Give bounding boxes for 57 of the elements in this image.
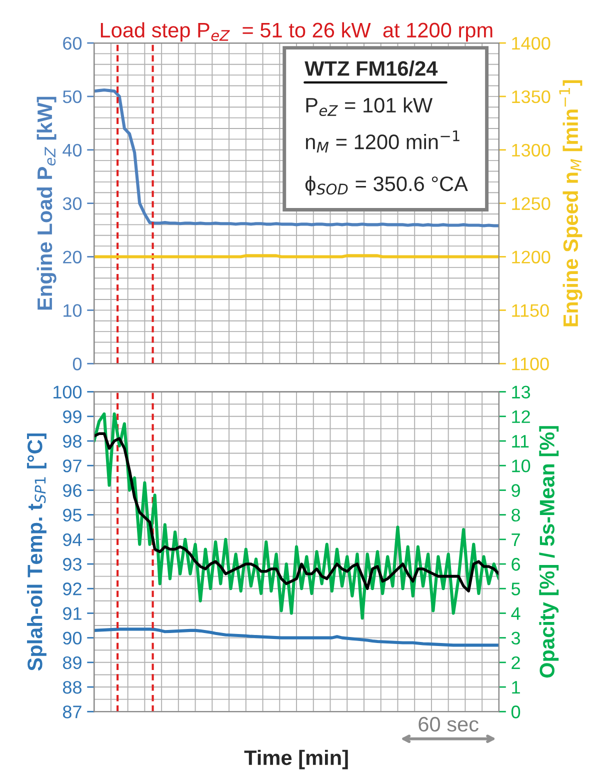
y2-tick-label: 10	[512, 460, 530, 472]
y2-tick-label: 5	[511, 582, 520, 596]
line-series	[94, 628, 499, 647]
y2-tick-label: 1150	[512, 304, 549, 317]
y2-tick-label: 1300	[512, 144, 550, 157]
y-tick-label: 98	[63, 434, 82, 448]
line-series	[94, 88, 499, 228]
y-tick-label: 91	[63, 607, 82, 620]
y-axis-title: Engine Load P$_{eZ}$ [kW]	[36, 96, 56, 310]
y2-axis-title: Opacity [%] / 5s-Mean [%]	[539, 426, 559, 678]
y-tick-label: 40	[62, 144, 82, 157]
annotation: WTZ FM16/24	[304, 60, 438, 76]
y2-tick-label: 8	[512, 508, 520, 522]
y2-tick-label: 3	[511, 632, 520, 645]
y-tick-label: 10	[64, 304, 82, 317]
y-tick-label: 99	[63, 410, 82, 424]
y-tick-label: 60	[63, 36, 82, 50]
y-tick-label: 20	[63, 250, 82, 264]
y-tick-label: 95	[63, 508, 82, 522]
y2-tick-label: 2	[512, 656, 520, 669]
y-tick-label: 0	[72, 358, 82, 370]
chart-title: Load step P$_{eZ}$ = 51 to 26 kW at 1200 rpm	[100, 22, 492, 42]
text: 60 sec	[418, 716, 478, 732]
y2-tick-label: 1100	[512, 358, 549, 370]
y2-tick-label: 0	[511, 706, 520, 718]
y-tick-label: 89	[62, 656, 82, 670]
y-tick-label: 100	[54, 386, 82, 398]
y2-tick-label: 7	[512, 534, 520, 546]
y-tick-label: 90	[63, 632, 82, 645]
annotation: n$_{M}$ = 1200 min$^{−1}$	[306, 130, 460, 152]
annotation: P$_{eZ}$ = 101 kW	[306, 97, 433, 116]
line-series	[94, 412, 499, 620]
y2-tick-label: 13	[512, 386, 530, 398]
line-series	[94, 432, 499, 592]
y-tick-label: 50	[62, 90, 82, 104]
y-tick-label: 94	[63, 533, 82, 546]
y2-tick-label: 9	[512, 484, 520, 497]
y2-tick-label: 1250	[512, 197, 550, 210]
annotation: ϕ$_{SOD}$ = 350.6 °CA	[305, 176, 468, 196]
y-tick-label: 88	[62, 680, 82, 694]
y2-axis-title: Engine Speed n$_{M}$ [min$^{−1}$]	[559, 80, 582, 326]
y-tick-label: 87	[62, 706, 82, 718]
y-tick-label: 96	[63, 484, 82, 497]
y-tick-label: 93	[63, 558, 82, 571]
y-tick-label: 92	[63, 582, 82, 596]
y-axis-title: Splah-oil Temp. t$_{SP1}$ [°C]	[27, 433, 46, 671]
y2-tick-label: 11	[512, 435, 529, 448]
y-tick-label: 97	[63, 460, 82, 472]
y2-tick-label: 1	[512, 681, 520, 694]
y-tick-label: 30	[62, 197, 82, 210]
y2-tick-label: 1200	[512, 250, 550, 264]
y2-tick-label: 4	[511, 607, 520, 620]
y2-tick-label: 1350	[512, 90, 550, 104]
y2-tick-label: 6	[512, 558, 520, 571]
x-axis-title: Time [min]	[244, 750, 348, 770]
y2-tick-label: 1400	[512, 36, 550, 50]
y2-tick-label: 12	[512, 410, 530, 423]
